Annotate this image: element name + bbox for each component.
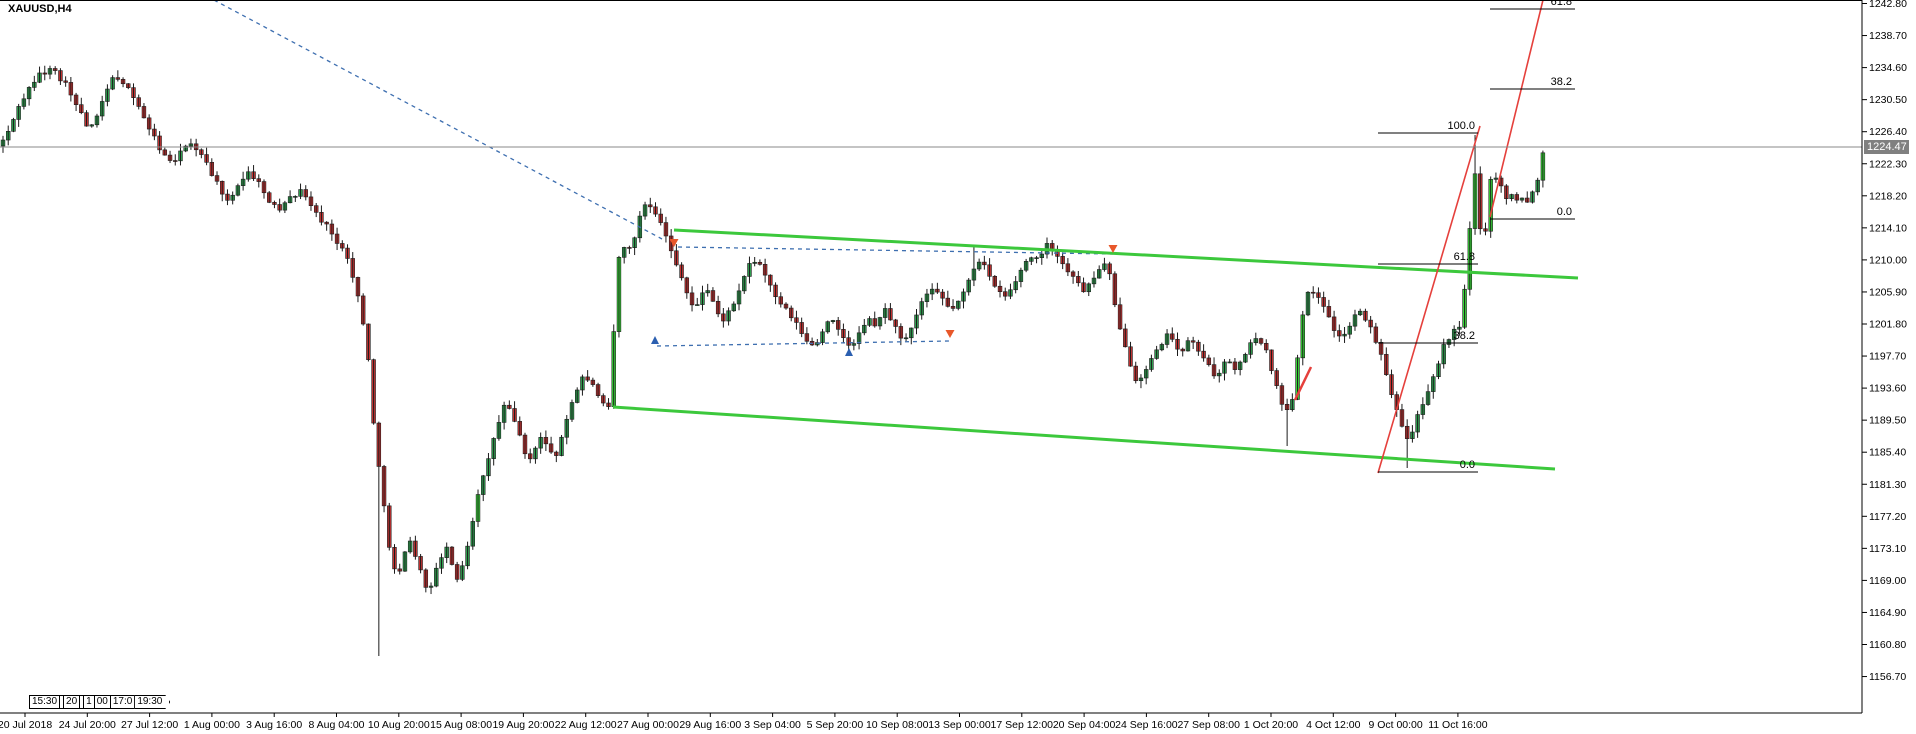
fib-level-label: 100.0 [1447, 120, 1475, 132]
time-tick-label: 15 Aug 08:00 [430, 719, 492, 731]
price-tick-label: 1177.20 [1869, 511, 1906, 523]
time-tick-label: 20 Sep 04:00 [1053, 719, 1116, 731]
object-time-tags: 15:30 20 1 00 17:0 19:30 [29, 695, 170, 709]
time-tick-label: 29 Aug 16:00 [679, 719, 741, 731]
price-tick-label: 1189.50 [1869, 415, 1906, 427]
price-tick-label: 1185.40 [1869, 447, 1906, 459]
time-tick-label: 3 Sep 04:00 [744, 719, 801, 731]
time-tick-label: 27 Jul 12:00 [121, 719, 178, 731]
red-trendline[interactable] [1377, 125, 1481, 474]
time-tag-box[interactable]: 15:30 [29, 695, 61, 709]
price-tick-label: 1169.00 [1869, 575, 1906, 587]
price-tick-label: 1218.20 [1869, 190, 1907, 202]
time-tick-label: 10 Aug 20:00 [368, 719, 430, 731]
price-tick-label: 1222.30 [1869, 158, 1907, 170]
price-tick-label: 1205.90 [1869, 286, 1907, 298]
time-tick-label: 27 Sep 08:00 [1177, 719, 1240, 731]
time-tick-label: 8 Aug 04:00 [308, 719, 364, 731]
price-tick-label: 1193.60 [1869, 383, 1906, 395]
fib-level-label: 38.2 [1551, 76, 1572, 88]
time-tick-label: 5 Sep 20:00 [807, 719, 864, 731]
time-tick-label: 24 Sep 16:00 [1115, 719, 1178, 731]
price-tick-label: 1242.80 [1869, 0, 1907, 10]
current-price-badge: 1224.47 [1864, 140, 1909, 154]
dotted-trendline[interactable] [677, 246, 1114, 255]
fib-level-label: 61.8 [1454, 251, 1475, 263]
buy-arrow-icon[interactable] [845, 348, 853, 356]
time-tick-label: 27 Aug 00:00 [617, 719, 679, 731]
price-tick-label: 1197.70 [1869, 351, 1906, 363]
fib-level-label: 0.0 [1460, 459, 1475, 471]
price-tick-label: 1234.60 [1869, 62, 1907, 74]
dotted-trendline[interactable] [656, 340, 951, 347]
sell-arrow-icon[interactable] [1108, 245, 1118, 253]
time-tick-label: 11 Oct 16:00 [1428, 719, 1488, 731]
price-tick-label: 1230.50 [1869, 94, 1907, 106]
time-tick-label: 4 Oct 12:00 [1306, 719, 1360, 731]
time-tag-box[interactable]: 19:30 [134, 695, 170, 709]
fib-level-label: 61.8 [1551, 0, 1572, 8]
time-tick-label: 13 Sep 00:00 [928, 719, 991, 731]
time-tick-label: 1 Oct 20:00 [1244, 719, 1298, 731]
price-tick-label: 1173.10 [1869, 543, 1906, 555]
buy-arrow-icon[interactable] [651, 336, 659, 344]
price-tick-label: 1181.30 [1869, 479, 1906, 491]
green-channel-line[interactable] [673, 228, 1579, 280]
price-tick-label: 1160.80 [1869, 639, 1906, 651]
time-tick-label: 17 Sep 12:00 [991, 719, 1054, 731]
time-tick-label: 24 Jul 20:00 [59, 719, 116, 731]
price-tick-label: 1214.10 [1869, 222, 1907, 234]
price-tick-label: 1226.40 [1869, 126, 1907, 138]
sell-arrow-icon[interactable] [669, 239, 679, 247]
red-trendline[interactable] [1293, 366, 1313, 401]
time-tag-box[interactable]: 20 [63, 695, 81, 709]
green-channel-line[interactable] [612, 405, 1556, 471]
red-trendline[interactable] [1489, 0, 1544, 218]
time-tick-label: 9 Oct 00:00 [1368, 719, 1422, 731]
time-tag-box[interactable]: 17:0 [109, 695, 136, 709]
fib-level-label: 38.2 [1454, 330, 1475, 342]
symbol-timeframe-label: XAUUSD,H4 [8, 3, 72, 15]
time-tick-label: 20 Jul 2018 [0, 719, 52, 731]
price-tick-label: 1238.70 [1869, 30, 1907, 42]
time-tick-label: 3 Aug 16:00 [246, 719, 302, 731]
time-tick-label: 22 Aug 12:00 [555, 719, 617, 731]
price-tick-label: 1164.90 [1869, 607, 1906, 619]
sell-arrow-icon[interactable] [945, 330, 955, 338]
candles [0, 68, 1546, 588]
price-tick-label: 1201.80 [1869, 319, 1907, 331]
fib-level-label: 0.0 [1557, 206, 1572, 218]
time-tag-box[interactable]: 00 [93, 695, 111, 709]
price-tick-label: 1156.70 [1869, 671, 1906, 683]
time-tick-label: 1 Aug 00:00 [184, 719, 240, 731]
price-tick-label: 1210.00 [1869, 254, 1907, 266]
time-tick-label: 10 Sep 08:00 [866, 719, 929, 731]
dotted-trendline[interactable] [213, 0, 663, 240]
time-tick-label: 19 Aug 20:00 [492, 719, 554, 731]
